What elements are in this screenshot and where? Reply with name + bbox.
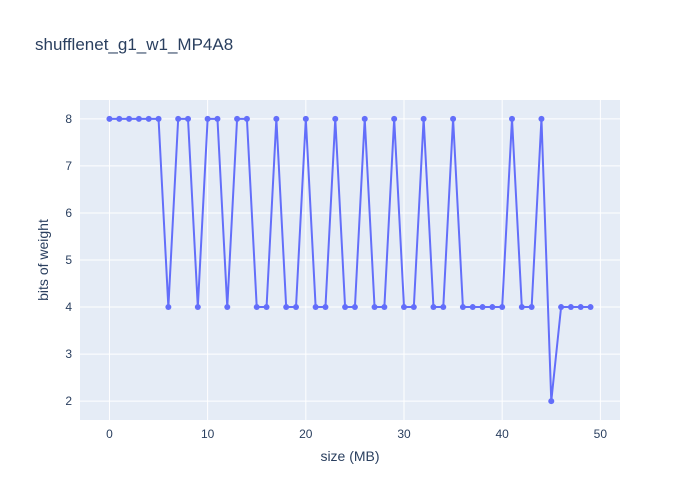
data-point (273, 115, 280, 122)
series-line (109, 117, 591, 403)
data-point (577, 304, 584, 311)
data-point (479, 304, 486, 311)
data-point (440, 304, 447, 311)
x-tick-label: 0 (106, 427, 113, 441)
data-point (302, 115, 309, 122)
data-point (234, 115, 241, 122)
data-point (135, 115, 142, 122)
x-tick-labels: 0 10 20 30 40 50 (106, 427, 607, 441)
data-point (165, 304, 172, 311)
data-point (587, 304, 594, 311)
y-tick-label: 2 (65, 394, 72, 408)
data-point (145, 115, 152, 122)
data-point (126, 115, 133, 122)
data-point (204, 115, 211, 122)
x-tick-label: 10 (201, 427, 215, 441)
data-point (528, 304, 535, 311)
data-point (253, 304, 260, 311)
x-tick-label: 30 (397, 427, 411, 441)
x-tick-label: 40 (496, 427, 510, 441)
y-axis-title: bits of weight (35, 219, 51, 301)
data-point (155, 115, 162, 122)
y-tick-label: 7 (65, 159, 72, 173)
data-point (293, 304, 299, 311)
data-point (342, 304, 349, 311)
data-point (106, 115, 113, 122)
data-point (538, 115, 545, 122)
data-point (459, 304, 466, 311)
y-tick-labels: 2 3 4 5 6 7 8 (65, 112, 72, 408)
y-tick-label: 3 (65, 347, 72, 361)
y-tick-label: 4 (65, 300, 72, 314)
data-point (175, 115, 182, 122)
x-axis-title: size (MB) (320, 448, 379, 464)
data-point (381, 304, 388, 311)
data-point (567, 304, 574, 311)
data-point (312, 304, 319, 311)
y-tick-label: 5 (65, 253, 72, 267)
data-point (420, 115, 427, 122)
x-tick-label: 50 (594, 427, 608, 441)
data-point (214, 115, 221, 122)
data-point (322, 304, 329, 311)
series-layer (106, 115, 594, 405)
data-point (391, 115, 398, 122)
data-point (450, 115, 457, 122)
data-point (548, 398, 555, 405)
x-tick-label: 20 (299, 427, 313, 441)
data-point (332, 115, 339, 122)
data-point (283, 304, 290, 311)
data-point (401, 304, 407, 311)
data-point (351, 304, 358, 311)
data-point (116, 115, 123, 122)
data-point (224, 304, 231, 311)
data-point (410, 304, 417, 311)
data-point (194, 304, 201, 311)
data-point (558, 304, 565, 311)
data-point (509, 115, 515, 122)
y-tick-label: 8 (65, 112, 72, 126)
data-point (185, 115, 191, 122)
data-point (361, 115, 368, 122)
chart-title: shufflenet_g1_w1_MP4A8 (35, 35, 233, 54)
data-point (263, 304, 270, 311)
data-point (430, 304, 437, 311)
data-point (469, 304, 476, 311)
data-point (518, 304, 525, 311)
data-point (243, 115, 250, 122)
data-point (499, 304, 506, 311)
data-point (489, 304, 496, 311)
y-tick-label: 6 (65, 206, 72, 220)
data-point (371, 304, 378, 311)
